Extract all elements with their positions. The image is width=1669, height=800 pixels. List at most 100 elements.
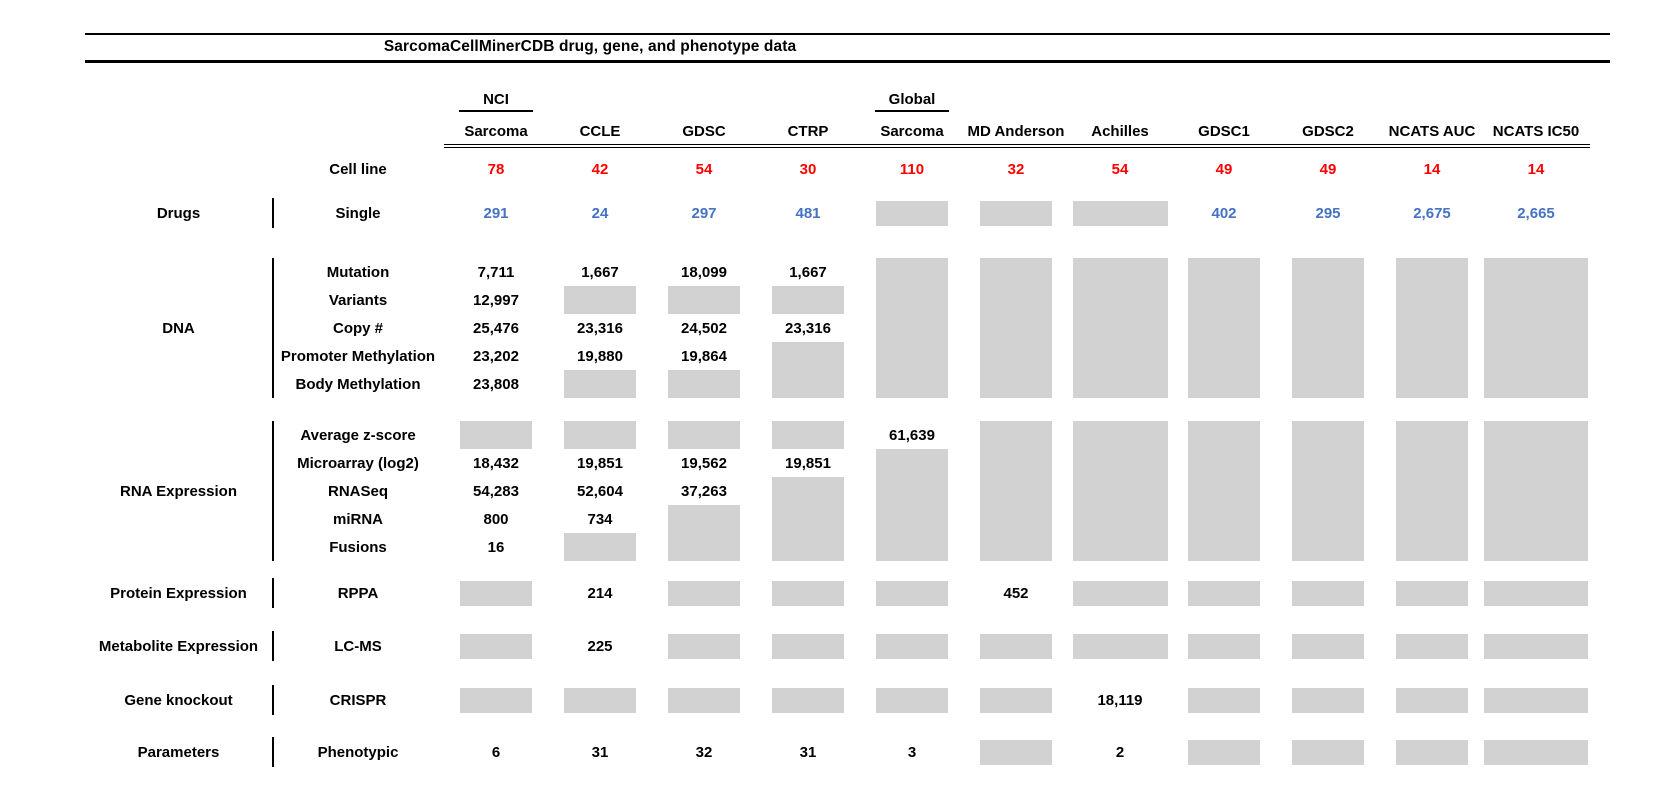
data-value: 1,667 (581, 263, 619, 281)
table-title: SarcomaCellMinerCDB drug, gene, and phen… (383, 38, 797, 55)
missing-data-cell (1068, 314, 1172, 342)
column-group-header-empty (756, 86, 860, 112)
missing-data-cell (1068, 477, 1172, 505)
missing-data-cell (1068, 286, 1172, 314)
missing-data-cell (1068, 533, 1172, 561)
missing-data-box (668, 505, 740, 533)
data-cell: 23,202 (444, 342, 548, 370)
row-label-rppa: RPPA (337, 584, 379, 602)
missing-data-box (1396, 286, 1468, 314)
data-table-body: NCI Global Sarcoma CCLE GDSC CTRP Sarcoma MD A… (85, 0, 1605, 767)
missing-data-cell (964, 505, 1068, 533)
data-value: 3 (907, 743, 917, 761)
section-gene-knockout: Gene knockout CRISPR 18,119 (85, 685, 1605, 715)
data-value: 25,476 (473, 319, 519, 337)
section-dna: DNA Mutation 7,711 1,667 18,099 1,667 Variants… (85, 258, 1605, 398)
missing-data-cell (964, 737, 1068, 767)
missing-data-box (1292, 739, 1364, 765)
missing-data-cell (964, 631, 1068, 661)
missing-data-cell (1276, 258, 1380, 286)
data-value: 6 (491, 743, 501, 761)
data-value: 19,864 (681, 347, 727, 365)
missing-data-cell (1276, 370, 1380, 398)
missing-data-cell (964, 370, 1068, 398)
missing-data-cell (1276, 421, 1380, 449)
missing-data-box (980, 633, 1052, 659)
missing-data-box (876, 342, 948, 370)
missing-data-cell (1380, 258, 1484, 286)
column-header-ncats-ic50-10: NCATS IC50 (1492, 122, 1580, 140)
data-value: 1,667 (789, 263, 827, 281)
column-header-gdsc1-7: GDSC1 (1198, 122, 1250, 140)
missing-data-box (1188, 370, 1260, 398)
missing-data-cell (1068, 578, 1172, 608)
missing-data-box (1484, 477, 1588, 505)
section-divider-line (272, 685, 274, 715)
data-cell: 18,099 (652, 258, 756, 286)
data-cell: 23,316 (756, 314, 860, 342)
missing-data-cell (860, 342, 964, 370)
missing-data-box (1188, 687, 1260, 713)
missing-data-cell (756, 370, 860, 398)
section-category-label: Protein Expression (110, 584, 247, 602)
missing-data-cell (1484, 533, 1588, 561)
missing-data-box (876, 505, 948, 533)
missing-data-box (772, 533, 844, 561)
missing-data-cell (1484, 685, 1588, 715)
missing-data-box (980, 477, 1052, 505)
missing-data-box (980, 200, 1052, 226)
missing-data-box (876, 258, 948, 286)
data-cell: 12,997 (444, 286, 548, 314)
missing-data-cell (860, 314, 964, 342)
missing-data-cell (860, 258, 964, 286)
missing-data-box (1292, 370, 1364, 398)
section-divider-line (272, 198, 274, 228)
missing-data-cell (1380, 505, 1484, 533)
missing-data-cell (1380, 685, 1484, 715)
missing-data-cell (1276, 286, 1380, 314)
missing-data-cell (652, 685, 756, 715)
missing-data-cell (1380, 370, 1484, 398)
missing-data-box (1072, 449, 1168, 477)
data-cell: 3 (860, 737, 964, 767)
missing-data-box (1484, 449, 1588, 477)
missing-data-box (460, 687, 532, 713)
missing-data-box (772, 421, 844, 449)
row-label-mirna: miRNA (332, 510, 383, 528)
section-category-label: RNA Expression (120, 482, 237, 500)
missing-data-cell (860, 198, 964, 228)
data-cell: 481 (756, 198, 860, 228)
column-group-label: Global (875, 91, 949, 112)
data-value: 18,119 (1097, 691, 1143, 709)
section-divider-line (272, 737, 274, 767)
missing-data-box (772, 580, 844, 606)
missing-data-cell (444, 631, 548, 661)
missing-data-cell (1276, 578, 1380, 608)
missing-data-box (1396, 370, 1468, 398)
section-category-label: Parameters (137, 743, 220, 761)
section-rna-expression: RNA Expression Average z-score 61,639 Micro… (85, 421, 1605, 561)
missing-data-cell (1068, 198, 1172, 228)
missing-data-cell (1380, 578, 1484, 608)
row-label-average-z-score: Average z-score (300, 426, 416, 444)
missing-data-cell (652, 370, 756, 398)
missing-data-cell (1484, 477, 1588, 505)
data-value: 291 (483, 204, 509, 222)
missing-data-cell (1276, 737, 1380, 767)
missing-data-cell (1068, 421, 1172, 449)
missing-data-box (1484, 370, 1588, 398)
row-label-body-methylation: Body Methylation (295, 375, 421, 393)
data-cell: 61,639 (860, 421, 964, 449)
column-header-achilles-6: Achilles (1091, 122, 1149, 140)
data-value: 23,316 (577, 319, 623, 337)
missing-data-cell (1068, 370, 1172, 398)
missing-data-box (1292, 314, 1364, 342)
missing-data-box (1292, 580, 1364, 606)
title-rule-bottom (85, 60, 1610, 63)
missing-data-cell (548, 533, 652, 561)
missing-data-box (1188, 739, 1260, 765)
section-category-label: Gene knockout (124, 691, 233, 709)
missing-data-cell (756, 342, 860, 370)
missing-data-box (1072, 370, 1168, 398)
data-value: 54,283 (473, 482, 519, 500)
